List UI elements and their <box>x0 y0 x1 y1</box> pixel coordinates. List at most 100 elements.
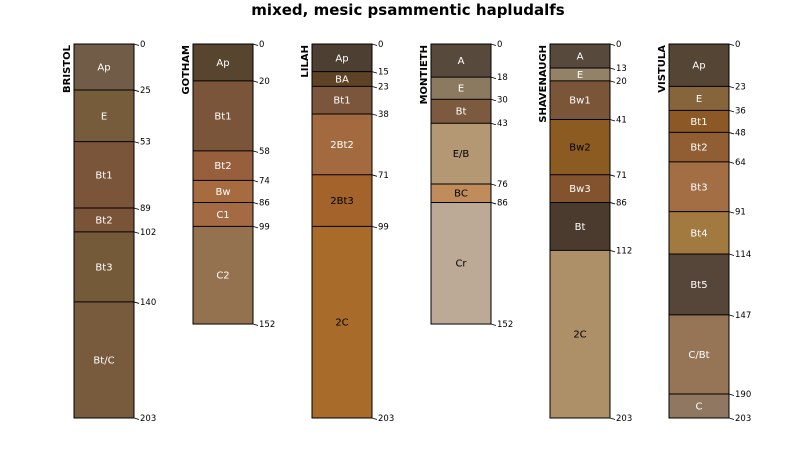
profile-outline-vistula <box>668 43 730 419</box>
horizon-lilah-3 <box>312 114 372 175</box>
depth-label-vistula-0: 0 <box>735 40 740 50</box>
horizon-montieth-5 <box>431 202 491 325</box>
depth-tick-gotham-4 <box>252 202 259 205</box>
horizon-label-shavenaugh-1: E <box>577 70 583 81</box>
horizon-label-gotham-2: Bt2 <box>214 161 231 172</box>
depth-tick-lilah-1 <box>371 71 378 74</box>
depth-label-vistula-4: 64 <box>735 158 746 168</box>
horizon-lilah-2 <box>312 86 372 115</box>
horizon-label-gotham-5: C2 <box>216 271 229 282</box>
depth-tick-gotham-6 <box>252 323 259 326</box>
depth-tick-lilah-6 <box>371 417 378 420</box>
profile-name-vistula: VISTULA <box>657 45 668 93</box>
depth-label-gotham-0: 0 <box>259 40 264 50</box>
depth-label-lilah-3: 38 <box>378 110 389 120</box>
depth-tick-montieth-6 <box>490 323 497 326</box>
depth-tick-vistula-0 <box>728 43 735 46</box>
horizon-shavenaugh-6 <box>550 250 610 418</box>
depth-label-bristol-4: 102 <box>140 228 156 238</box>
horizon-shavenaugh-1 <box>550 67 610 81</box>
profile-name-shavenaugh: SHAVENAUGH <box>538 45 549 123</box>
horizon-label-bristol-3: Bt2 <box>95 215 112 226</box>
depth-label-vistula-2: 36 <box>735 106 746 116</box>
depth-label-lilah-4: 71 <box>378 171 389 181</box>
horizon-label-gotham-3: Bw <box>215 187 230 198</box>
depth-tick-shavenaugh-3 <box>609 119 616 122</box>
depth-tick-gotham-1 <box>252 80 259 83</box>
depth-tick-montieth-3 <box>490 122 497 126</box>
profile-outline-lilah <box>311 43 373 419</box>
depth-tick-vistula-6 <box>728 253 735 256</box>
horizon-label-lilah-1: BA <box>335 75 349 86</box>
depth-label-montieth-5: 86 <box>497 198 508 208</box>
depth-label-shavenaugh-1: 13 <box>616 64 627 74</box>
horizon-label-gotham-0: Ap <box>216 58 229 69</box>
horizon-label-vistula-7: C/Bt <box>688 350 709 361</box>
depth-label-lilah-2: 23 <box>378 82 389 92</box>
depth-tick-bristol-6 <box>133 417 140 420</box>
horizon-label-lilah-0: Ap <box>335 53 348 64</box>
horizon-lilah-1 <box>312 71 372 87</box>
horizon-label-vistula-5: Bt4 <box>690 228 707 239</box>
depth-tick-montieth-2 <box>490 98 497 102</box>
horizon-vistula-6 <box>669 254 729 315</box>
depth-label-gotham-1: 20 <box>259 77 270 87</box>
depth-label-shavenaugh-3: 41 <box>616 116 627 126</box>
horizon-vistula-0 <box>669 44 729 87</box>
profile-name-lilah: LILAH <box>300 45 311 78</box>
depth-label-lilah-0: 0 <box>378 40 383 50</box>
horizon-label-shavenaugh-0: A <box>577 51 584 62</box>
horizon-gotham-1 <box>193 80 253 151</box>
depth-label-montieth-3: 43 <box>497 119 508 129</box>
depth-tick-lilah-2 <box>371 85 378 89</box>
depth-tick-shavenaugh-6 <box>609 249 616 253</box>
horizon-montieth-1 <box>431 77 491 100</box>
horizon-label-vistula-6: Bt5 <box>690 280 707 291</box>
horizon-vistula-8 <box>669 394 729 418</box>
horizon-label-shavenaugh-2: Bw1 <box>569 96 590 107</box>
horizon-montieth-0 <box>431 44 491 78</box>
depth-tick-lilah-4 <box>371 174 378 177</box>
horizon-gotham-5 <box>193 226 253 325</box>
depth-tick-vistula-1 <box>728 85 735 89</box>
depth-tick-lilah-0 <box>371 43 378 46</box>
horizon-label-montieth-3: E/B <box>453 149 470 160</box>
depth-label-shavenaugh-2: 20 <box>616 77 627 87</box>
profile-outline-shavenaugh <box>549 43 611 419</box>
horizon-gotham-4 <box>193 202 253 227</box>
depth-label-shavenaugh-4: 71 <box>616 171 627 181</box>
horizon-label-vistula-1: E <box>696 94 702 105</box>
depth-tick-bristol-2 <box>133 141 140 144</box>
depth-tick-shavenaugh-7 <box>609 417 616 420</box>
horizon-label-shavenaugh-3: Bw2 <box>569 143 590 154</box>
depth-tick-shavenaugh-2 <box>609 80 616 83</box>
horizon-label-gotham-1: Bt1 <box>214 111 231 122</box>
depth-label-lilah-6: 203 <box>378 414 394 424</box>
depth-label-lilah-1: 15 <box>378 68 389 78</box>
profile-outline-bristol <box>73 43 135 419</box>
depth-tick-montieth-0 <box>490 43 497 46</box>
depth-label-lilah-5: 99 <box>378 222 389 232</box>
depth-label-montieth-1: 18 <box>497 73 508 83</box>
horizon-vistula-7 <box>669 314 729 395</box>
horizon-lilah-0 <box>312 44 372 72</box>
horizon-label-shavenaugh-6: 2C <box>573 330 586 341</box>
depth-label-montieth-2: 30 <box>497 95 508 105</box>
horizon-label-lilah-3: 2Bt2 <box>330 140 354 151</box>
depth-label-vistula-7: 147 <box>735 311 751 321</box>
depth-label-bristol-0: 0 <box>140 40 145 50</box>
depth-label-bristol-1: 25 <box>140 86 151 96</box>
horizon-lilah-5 <box>312 226 372 418</box>
horizon-bristol-1 <box>74 90 134 142</box>
depth-tick-montieth-4 <box>490 183 497 186</box>
depth-tick-lilah-5 <box>371 226 378 229</box>
horizon-bristol-5 <box>74 301 134 418</box>
depth-tick-vistula-8 <box>728 393 735 396</box>
depth-tick-bristol-1 <box>133 89 140 92</box>
depth-tick-shavenaugh-1 <box>609 67 616 70</box>
depth-label-vistula-1: 23 <box>735 82 746 92</box>
depth-tick-vistula-3 <box>728 132 735 135</box>
depth-label-vistula-8: 190 <box>735 390 751 400</box>
horizon-shavenaugh-2 <box>550 80 610 120</box>
depth-label-shavenaugh-5: 86 <box>616 198 627 208</box>
